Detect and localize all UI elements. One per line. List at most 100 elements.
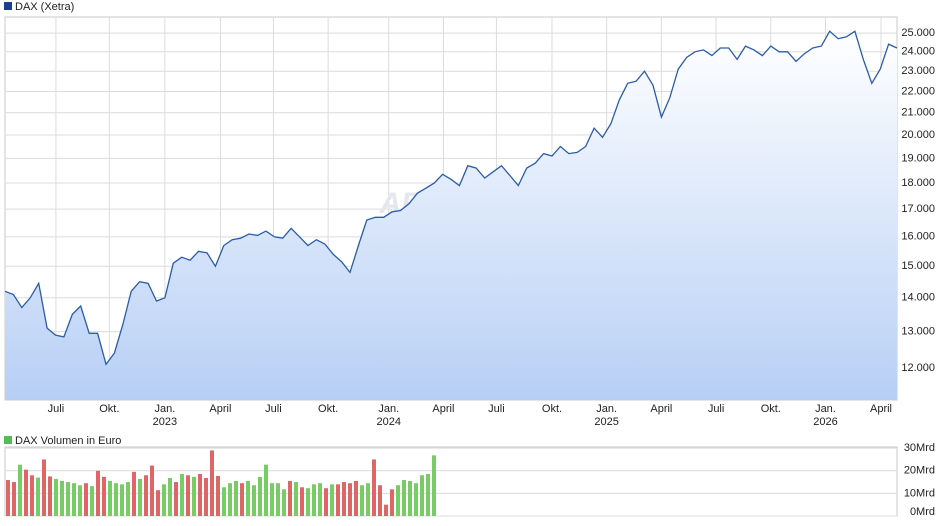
legend-swatch xyxy=(4,2,12,10)
volume-bar xyxy=(330,484,334,516)
y-tick-label: 13.000 xyxy=(901,325,935,337)
legend-label: DAX Volumen in Euro xyxy=(15,435,121,447)
volume-bar xyxy=(258,476,262,516)
volume-bar xyxy=(288,480,292,516)
volume-bar xyxy=(270,483,274,516)
volume-bar xyxy=(18,464,22,516)
volume-bar xyxy=(144,475,148,516)
legend-swatch xyxy=(4,436,12,444)
x-year-label: 2026 xyxy=(813,416,837,428)
volume-bar xyxy=(186,475,190,516)
y-tick-label: 25.000 xyxy=(901,27,935,39)
x-tick-label: April xyxy=(432,403,454,415)
legend-label: DAX (Xetra) xyxy=(15,1,74,13)
volume-bar xyxy=(240,483,244,516)
y-tick-label: 20.000 xyxy=(901,129,935,141)
y-tick-label: 21.000 xyxy=(901,107,935,119)
line xyxy=(4,30,898,366)
y-tick-label: 16.000 xyxy=(901,231,935,243)
area xyxy=(5,31,897,401)
x-tick-label: April xyxy=(870,403,892,415)
volume-bar xyxy=(408,480,412,516)
volume-bar xyxy=(324,488,328,516)
x-tick-label: Okt. xyxy=(99,403,119,415)
volume-bar xyxy=(276,483,280,516)
y-tick-label: 15.000 xyxy=(901,260,935,272)
volume-bar xyxy=(66,482,70,516)
volume-bar xyxy=(120,484,124,516)
volume-bar xyxy=(366,483,370,516)
x-tick-label: Okt. xyxy=(542,403,562,415)
volume-bar xyxy=(132,471,136,516)
volume-bar xyxy=(156,490,160,516)
volume-bar xyxy=(252,485,256,516)
x-tick-label: April xyxy=(650,403,672,415)
volume-bar xyxy=(168,477,172,516)
volume-bar xyxy=(138,478,142,516)
volume-bar xyxy=(210,450,214,516)
volume-bar xyxy=(6,480,10,516)
y-tick-label: 30Mrd xyxy=(904,442,935,454)
y-tick-label: 19.000 xyxy=(901,152,935,164)
volume-bar xyxy=(222,487,226,516)
volume-bar xyxy=(54,478,58,516)
volume-bar xyxy=(30,475,34,516)
volume-bar xyxy=(96,470,100,516)
volume-bar xyxy=(84,483,88,516)
volume-bar xyxy=(12,482,16,516)
volume-chart: 0Mrd 10Mrd 20Mrd 30Mrd DAX Volumen in Euro xyxy=(4,435,935,518)
y-tick-label: 22.000 xyxy=(901,85,935,97)
volume-bar xyxy=(360,485,364,516)
volume-bar xyxy=(60,480,64,516)
volume-bar xyxy=(402,480,406,516)
volume-bar xyxy=(264,464,268,516)
x-tick-label: Okt. xyxy=(761,403,781,415)
volume-bar xyxy=(318,483,322,516)
x-tick-label: Juli xyxy=(488,403,505,415)
x-tick-label: Jan. xyxy=(154,403,175,415)
y-tick-label: 17.000 xyxy=(901,203,935,215)
x-tick-label: Jan. xyxy=(815,403,836,415)
x-tick-label: Jan. xyxy=(596,403,617,415)
y-tick-label: 12.000 xyxy=(901,362,935,374)
volume-bar xyxy=(102,476,106,516)
volume-bar xyxy=(180,473,184,516)
volume-bar xyxy=(192,476,196,516)
y-tick-label: 10Mrd xyxy=(904,487,935,499)
x-tick-label: Juli xyxy=(708,403,725,415)
volume-bar xyxy=(108,480,112,516)
volume-bar xyxy=(228,483,232,516)
x-year-label: 2024 xyxy=(376,416,400,428)
volume-bar xyxy=(72,483,76,516)
volume-bar xyxy=(426,473,430,516)
volume-bar xyxy=(174,482,178,516)
volume-bar xyxy=(282,489,286,516)
y-tick-label: 14.000 xyxy=(901,292,935,304)
volume-bar xyxy=(162,484,166,516)
volume-bar xyxy=(414,483,418,516)
x-year-label: 2025 xyxy=(594,416,618,428)
price-chart: 12.000 13.000 14.000 15.000 16.000 17.000 18.0… xyxy=(4,1,935,428)
volume-bar xyxy=(420,475,424,516)
x-year-label: 2023 xyxy=(153,416,177,428)
volume-bar xyxy=(246,480,250,516)
y-tick-label: 0Mrd xyxy=(910,506,935,518)
volume-bar xyxy=(294,482,298,516)
volume-bar xyxy=(312,484,316,516)
y-tick-label: 20Mrd xyxy=(904,465,935,477)
x-tick-label: Okt. xyxy=(318,403,338,415)
volume-bar xyxy=(24,469,28,516)
x-tick-label: Juli xyxy=(265,403,282,415)
volume-bar xyxy=(90,486,94,516)
volume-bar xyxy=(48,476,52,516)
volume-bar xyxy=(306,488,310,516)
volume-bar xyxy=(150,465,154,516)
volume-bar xyxy=(342,482,346,516)
volume-bar xyxy=(126,482,130,516)
x-tick-label: Jan. xyxy=(378,403,399,415)
volume-bar xyxy=(384,504,388,516)
volume-bar xyxy=(336,484,340,516)
volume-bar xyxy=(354,480,358,516)
volume-bar xyxy=(216,475,220,516)
